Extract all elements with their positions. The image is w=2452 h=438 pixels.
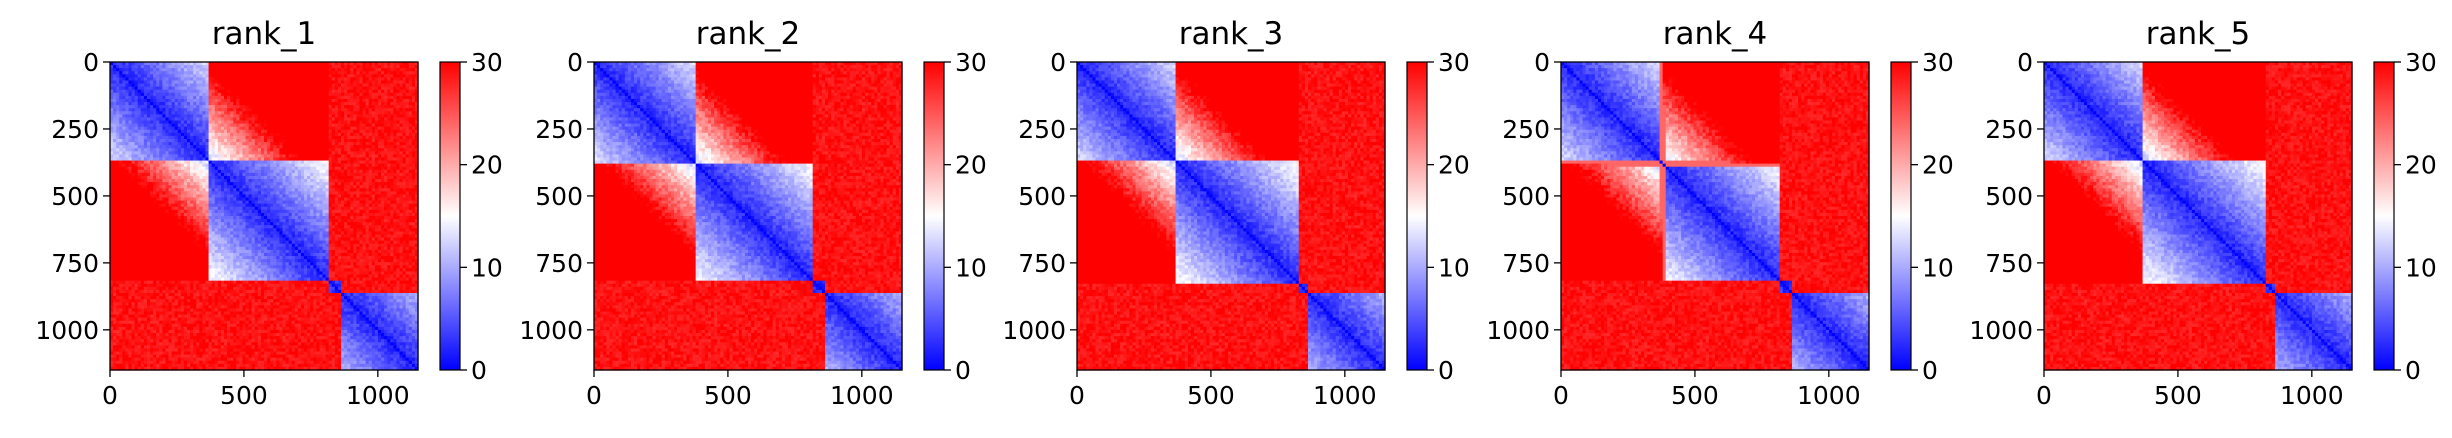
heatmap-cells [110, 62, 419, 371]
chart-title: rank_1 [212, 16, 317, 52]
